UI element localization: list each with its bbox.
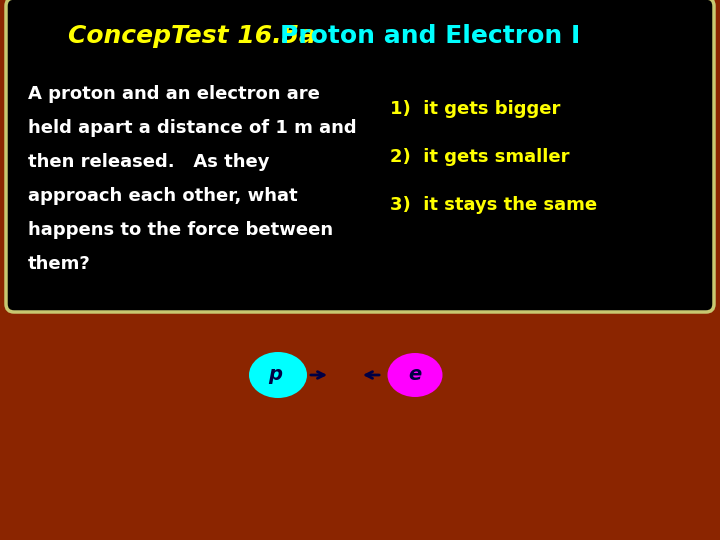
FancyBboxPatch shape	[6, 0, 714, 312]
Text: happens to the force between: happens to the force between	[28, 221, 333, 239]
Text: 2)  it gets smaller: 2) it gets smaller	[390, 148, 570, 166]
Text: then released.   As they: then released. As they	[28, 153, 269, 171]
Text: A proton and an electron are: A proton and an electron are	[28, 85, 320, 103]
Text: 3)  it stays the same: 3) it stays the same	[390, 196, 597, 214]
Ellipse shape	[249, 352, 307, 398]
Text: held apart a distance of 1 m and: held apart a distance of 1 m and	[28, 119, 356, 137]
Text: Proton and Electron I: Proton and Electron I	[280, 24, 580, 48]
Text: e: e	[408, 366, 422, 384]
Text: approach each other, what: approach each other, what	[28, 187, 297, 205]
Text: them?: them?	[28, 255, 91, 273]
Text: 1)  it gets bigger: 1) it gets bigger	[390, 100, 560, 118]
Ellipse shape	[387, 353, 443, 397]
Text: p: p	[268, 366, 282, 384]
Text: ConcepTest 16.5a: ConcepTest 16.5a	[68, 24, 316, 48]
